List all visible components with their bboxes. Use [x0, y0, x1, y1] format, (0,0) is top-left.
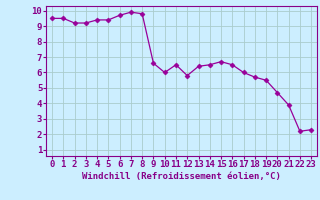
- X-axis label: Windchill (Refroidissement éolien,°C): Windchill (Refroidissement éolien,°C): [82, 172, 281, 181]
